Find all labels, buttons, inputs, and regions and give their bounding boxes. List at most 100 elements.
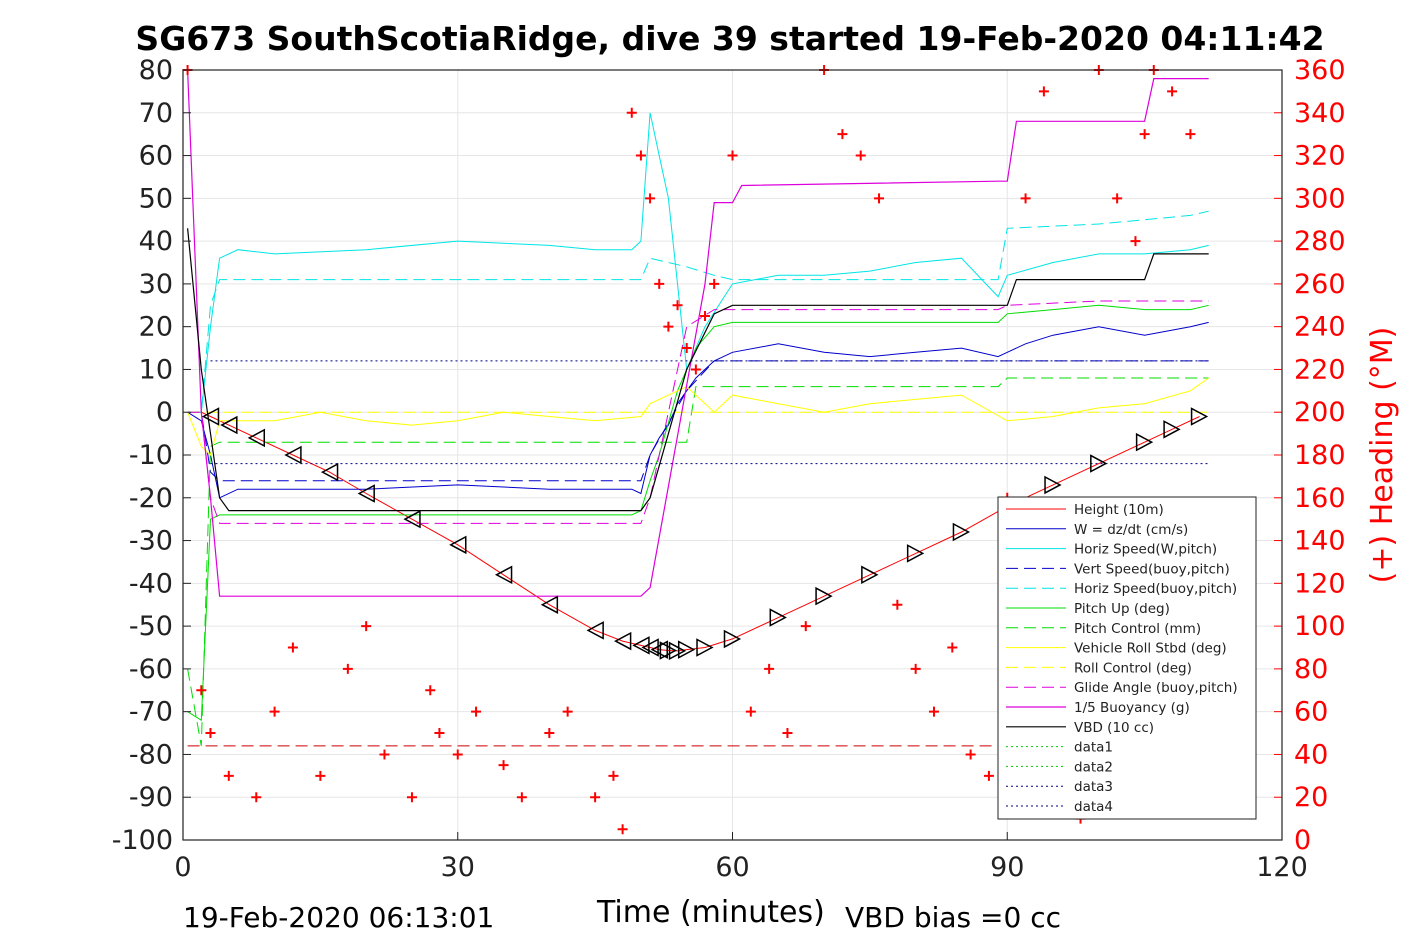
chart-title: SG673 SouthScotiaRidge, dive 39 started … (135, 19, 1324, 58)
right-tick-label: 160 (1294, 483, 1346, 514)
series-line-7 (187, 377, 1209, 456)
heading-marker (672, 300, 683, 311)
y-tick-label: 60 (139, 141, 173, 172)
heading-marker (782, 728, 793, 739)
heading-marker (223, 770, 234, 781)
legend-label-14: data3 (1074, 779, 1113, 795)
series-line-1 (187, 321, 1209, 499)
right-tick-label: 300 (1294, 183, 1346, 214)
y-tick-label: 30 (139, 269, 173, 300)
heading-marker (874, 193, 885, 204)
legend-label-5: Pitch Up (deg) (1074, 601, 1170, 617)
footer-timestamp: 19-Feb-2020 06:13:01 (183, 901, 494, 934)
height-marker (659, 641, 677, 660)
heading-marker (855, 150, 866, 161)
height-marker (815, 586, 833, 606)
heading-marker (654, 278, 665, 289)
heading-marker (892, 599, 903, 610)
series-line-11 (187, 228, 1209, 512)
heading-marker (709, 278, 720, 289)
height-marker (586, 621, 604, 640)
height-marker (677, 640, 696, 659)
heading-marker (745, 706, 756, 717)
legend-label-12: data1 (1074, 740, 1113, 756)
y-tick-label: -40 (129, 568, 173, 599)
y-tick-label: -30 (129, 526, 173, 557)
series-line-0 (187, 411, 1200, 652)
legend-label-0: Height (10m) (1074, 502, 1164, 518)
heading-marker (947, 642, 958, 653)
series-line-4 (187, 210, 1209, 413)
y-tick-label: 20 (139, 312, 173, 343)
series-line-9 (187, 300, 1209, 524)
heading-marker (1130, 236, 1141, 247)
heading-marker (562, 706, 573, 717)
heading-marker (269, 706, 280, 717)
series-line-10 (187, 69, 1209, 597)
right-tick-label: 260 (1294, 269, 1346, 300)
x-tick-label: 120 (1256, 852, 1308, 883)
height-marker (769, 608, 787, 627)
heading-marker (764, 663, 775, 674)
legend: Height (10m) W = dz/dt (cm/s) Horiz Speed(… (997, 496, 1257, 820)
x-tick-label: 0 (174, 852, 191, 883)
heading-marker (910, 663, 921, 674)
legend-label-1: W = dz/dt (cm/s) (1074, 522, 1188, 538)
heading-marker (928, 706, 939, 717)
right-tick-label: 360 (1294, 55, 1346, 86)
y-tick-label: -100 (112, 825, 173, 856)
x-tick-label: 30 (441, 852, 475, 883)
heading-marker (663, 321, 674, 332)
legend-label-2: Horiz Speed(W,pitch) (1074, 542, 1217, 558)
right-tick-label: 340 (1294, 98, 1346, 129)
right-tick-label: 40 (1294, 739, 1328, 770)
right-tick-label: 240 (1294, 312, 1346, 343)
height-marker (1163, 420, 1181, 439)
heading-marker (590, 792, 601, 803)
right-tick-label: 280 (1294, 226, 1346, 257)
height-marker (320, 462, 339, 482)
axes: 0 30 60 90 12080706050403020100-10-20-30-40-… (112, 55, 1346, 883)
height-marker (1044, 475, 1062, 495)
height-marker (247, 428, 266, 448)
heading-marker (626, 107, 637, 118)
height-marker (403, 509, 421, 529)
heading-marker (1167, 86, 1178, 97)
series-line-2 (187, 112, 1209, 413)
legend-label-7: Vehicle Roll Stbd (deg) (1074, 641, 1227, 657)
heading-marker (690, 364, 701, 375)
y-tick-label: -90 (129, 782, 173, 813)
legend-label-9: Glide Angle (buoy,pitch) (1074, 680, 1238, 696)
heading-marker (406, 792, 417, 803)
heading-marker (1038, 86, 1049, 97)
heading-marker (287, 642, 298, 653)
right-tick-label: 180 (1294, 440, 1346, 471)
right-tick-label: 60 (1294, 697, 1328, 728)
right-axis-label: (+) Heading (°M) (1365, 327, 1400, 584)
y-tick-label: 0 (156, 397, 173, 428)
heading-marker (251, 792, 262, 803)
heading-marker (681, 343, 692, 354)
legend-label-6: Pitch Control (mm) (1074, 621, 1201, 637)
legend-label-15: data4 (1074, 799, 1113, 815)
y-tick-label: 10 (139, 354, 173, 385)
height-marker (723, 629, 742, 649)
series-line-5 (187, 304, 1209, 722)
heading-marker (342, 663, 353, 674)
y-tick-label: 40 (139, 226, 173, 257)
heading-marker (498, 760, 509, 771)
right-tick-label: 20 (1294, 782, 1328, 813)
height-marker (906, 544, 925, 563)
height-marker (1090, 454, 1108, 473)
x-tick-label: 60 (715, 852, 749, 883)
legend-label-8: Roll Control (deg) (1074, 660, 1192, 676)
right-tick-label: 200 (1294, 397, 1346, 428)
legend-label-11: VBD (10 cc) (1074, 720, 1154, 736)
right-tick-label: 140 (1294, 526, 1346, 557)
heading-marker (837, 129, 848, 140)
height-marker (952, 522, 971, 542)
y-tick-label: -70 (129, 697, 173, 728)
heading-marker (608, 770, 619, 781)
footer-vbd-bias: VBD bias =0 cc (845, 901, 1061, 934)
